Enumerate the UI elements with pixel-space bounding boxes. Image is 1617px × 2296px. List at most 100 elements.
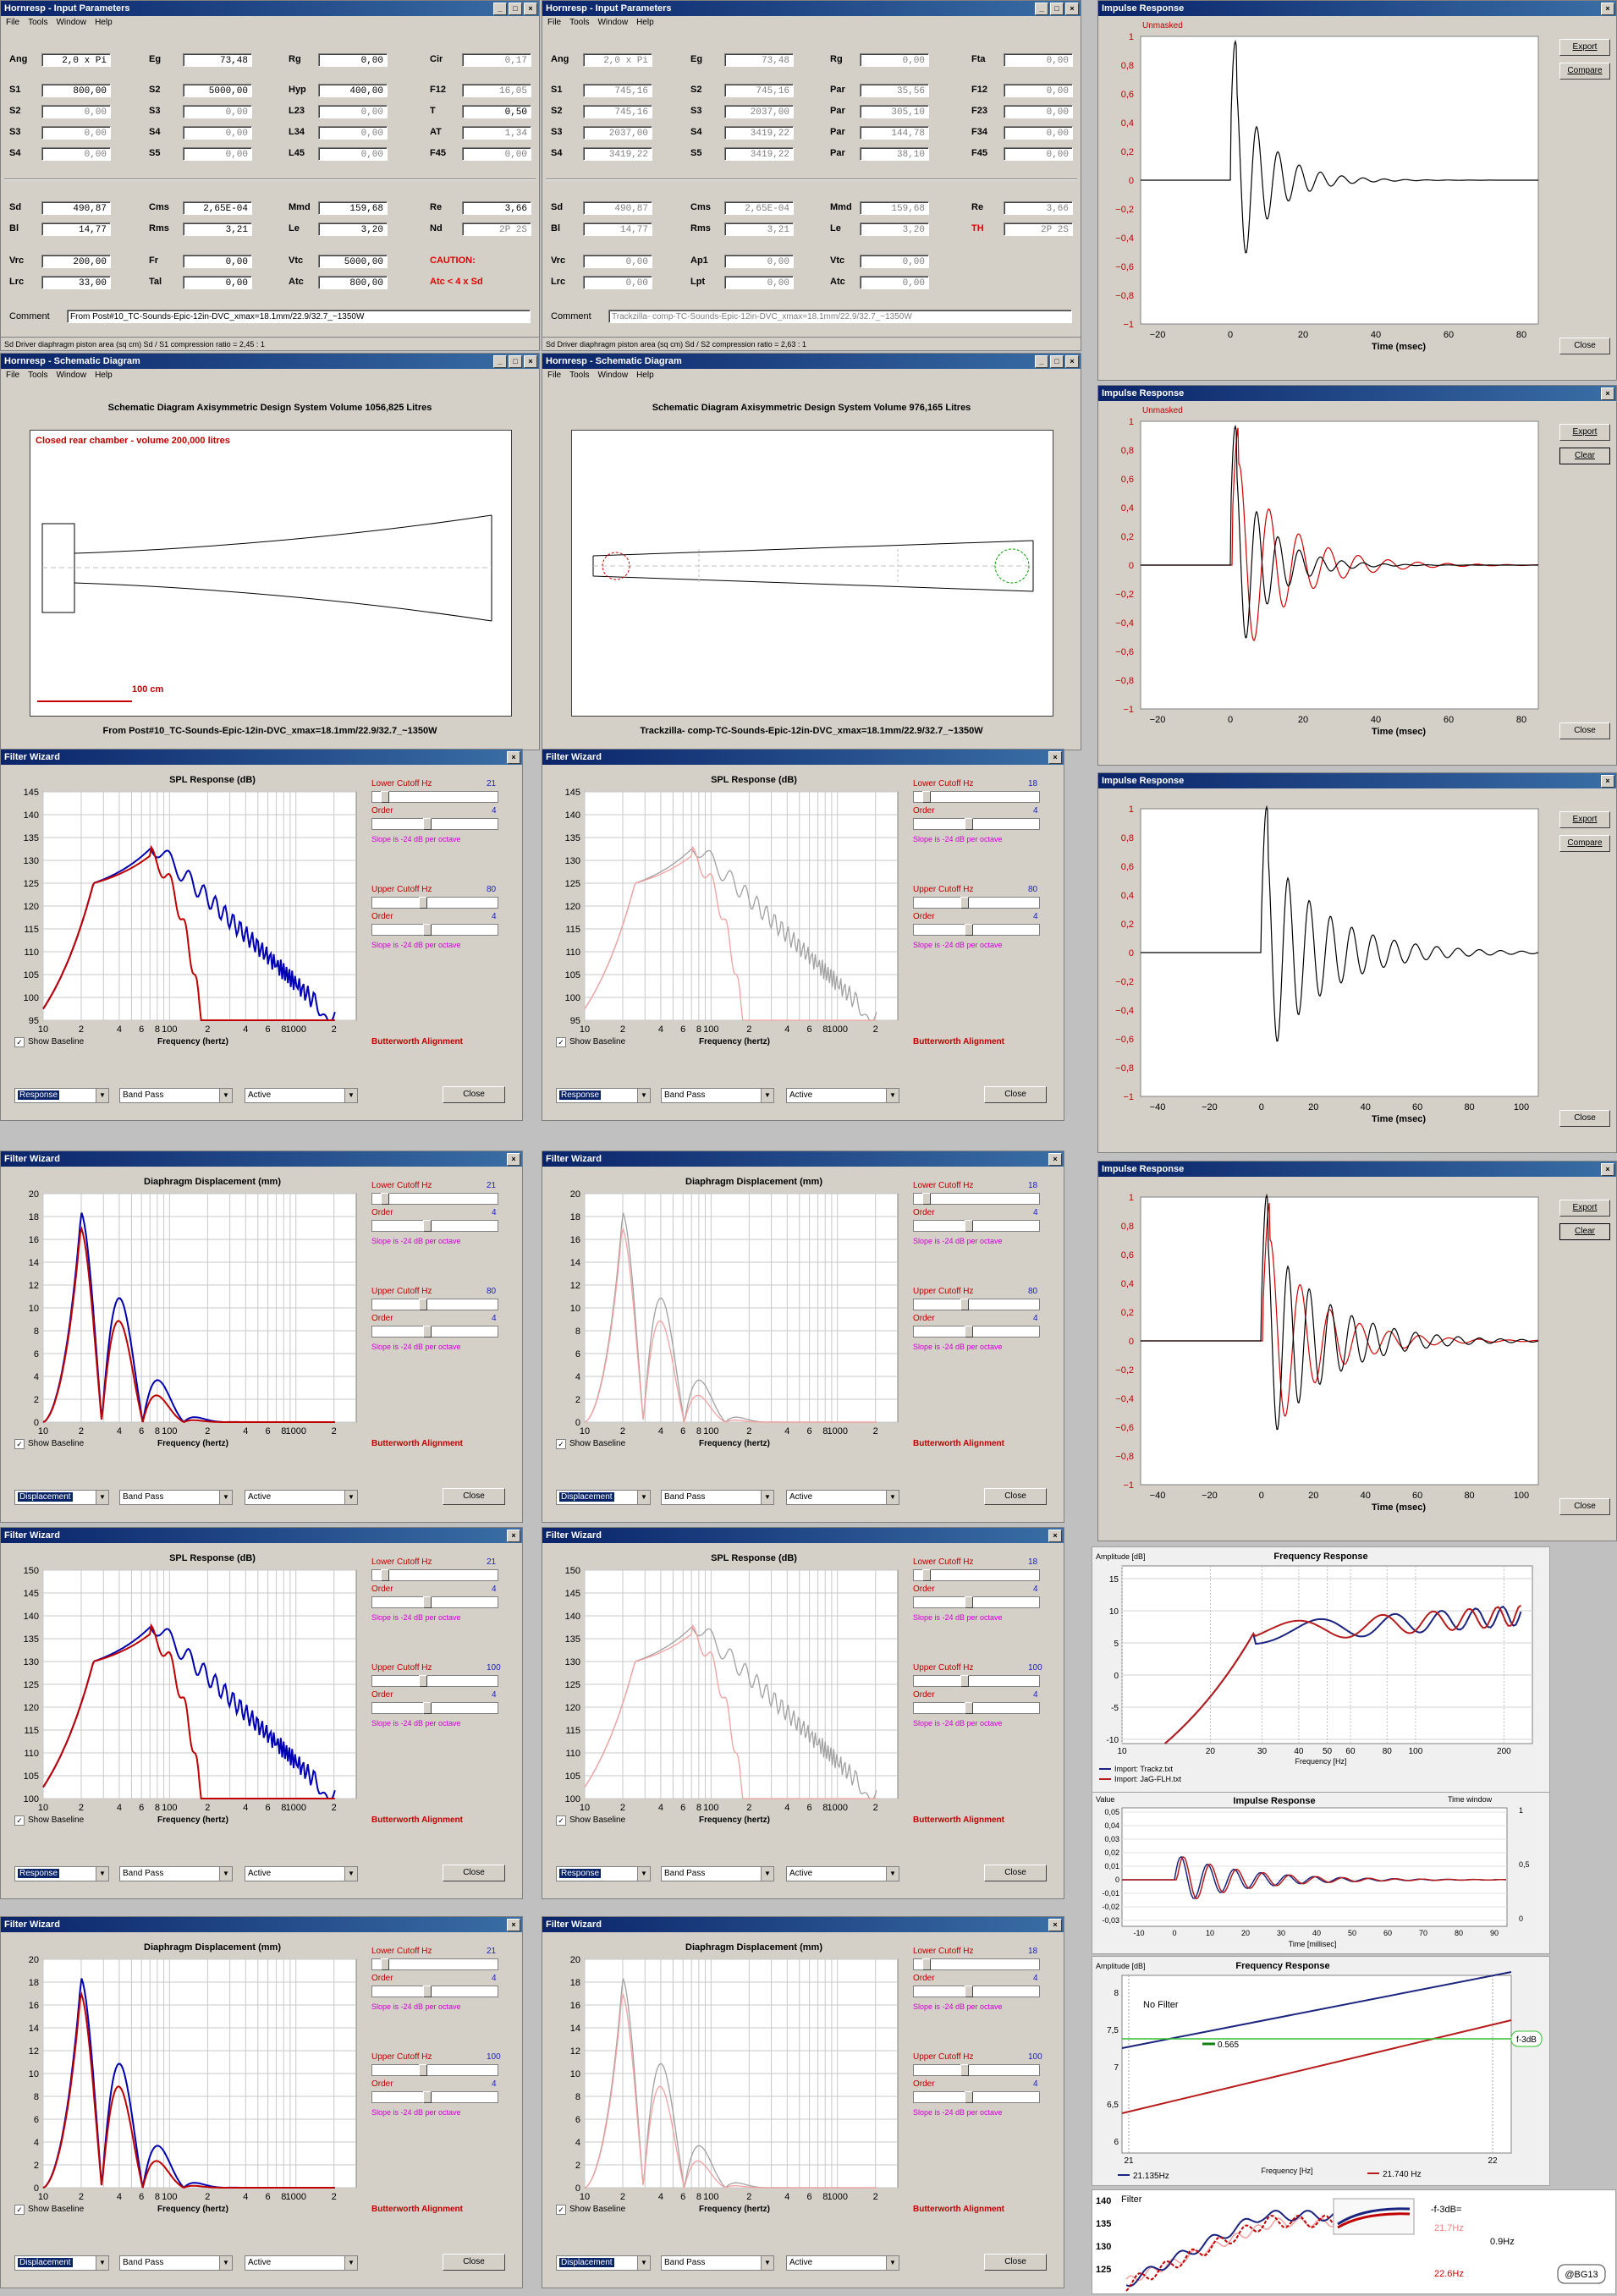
show-baseline-checkbox[interactable]: ✓ xyxy=(14,1439,25,1449)
close-button[interactable]: Close xyxy=(443,2254,505,2271)
order-slider[interactable] xyxy=(371,1702,498,1714)
chevron-down-icon[interactable]: ▼ xyxy=(637,1491,650,1504)
param-field[interactable]: 0,00 xyxy=(583,255,652,268)
chevron-down-icon[interactable]: ▼ xyxy=(344,1491,357,1504)
param-field[interactable]: 73,48 xyxy=(724,53,794,67)
clear-button[interactable]: Clear xyxy=(1559,448,1610,464)
cutoff-slider[interactable] xyxy=(913,2064,1040,2076)
close-icon[interactable]: × xyxy=(524,3,537,15)
param-field[interactable]: 0,00 xyxy=(1004,126,1073,140)
param-field[interactable]: 400,00 xyxy=(318,84,388,97)
show-baseline-checkbox[interactable]: ✓ xyxy=(556,1439,566,1449)
chevron-down-icon[interactable]: ▼ xyxy=(886,1867,899,1881)
param-field[interactable]: 0,00 xyxy=(318,126,388,140)
param-field[interactable]: 0,00 xyxy=(860,53,929,67)
comment-field[interactable]: From Post#10_TC-Sounds-Epic-12in-DVC_xma… xyxy=(67,310,531,323)
active-select[interactable]: Active ▼ xyxy=(786,1866,899,1881)
param-field[interactable]: 800,00 xyxy=(318,276,388,289)
param-field[interactable]: 3,21 xyxy=(724,222,794,236)
param-field[interactable]: 0,00 xyxy=(724,255,794,268)
slider-thumb[interactable] xyxy=(965,1220,973,1232)
slider-thumb[interactable] xyxy=(419,1299,427,1310)
slider-thumb[interactable] xyxy=(965,818,973,830)
close-icon[interactable]: × xyxy=(507,1153,520,1166)
order-slider[interactable] xyxy=(913,924,1040,936)
window-title[interactable]: Hornresp - Input Parameters _ □ × xyxy=(1,1,539,16)
slider-thumb[interactable] xyxy=(922,1958,931,1970)
menu-item-window[interactable]: Window xyxy=(56,18,87,27)
slider-thumb[interactable] xyxy=(423,1220,432,1232)
order-slider[interactable] xyxy=(913,2091,1040,2103)
close-icon[interactable]: × xyxy=(507,1530,520,1542)
show-baseline-checkbox[interactable]: ✓ xyxy=(14,2205,25,2215)
window-title[interactable]: Filter Wizard × xyxy=(1,1917,522,1932)
param-field[interactable]: 0,00 xyxy=(1004,53,1073,67)
slider-thumb[interactable] xyxy=(960,1299,969,1310)
active-select[interactable]: Active ▼ xyxy=(786,1088,899,1103)
param-field[interactable]: 73,48 xyxy=(183,53,252,67)
param-field[interactable]: 2P 2S xyxy=(462,222,531,236)
active-select[interactable]: Active ▼ xyxy=(245,2255,358,2271)
close-button[interactable]: Close xyxy=(443,1488,505,1505)
menu-item-window[interactable]: Window xyxy=(597,371,629,380)
order-slider[interactable] xyxy=(371,1326,498,1338)
window-title[interactable]: Filter Wizard × xyxy=(542,1528,1064,1543)
mode-select[interactable]: Response ▼ xyxy=(556,1866,651,1881)
filter-type-select[interactable]: Band Pass ▼ xyxy=(119,1088,233,1103)
param-field[interactable]: 0,00 xyxy=(41,126,111,140)
param-field[interactable]: 3419,22 xyxy=(583,147,652,161)
param-field[interactable]: 0,00 xyxy=(183,147,252,161)
clear-button[interactable]: Clear xyxy=(1559,1223,1610,1240)
param-field[interactable]: 0,00 xyxy=(583,276,652,289)
param-field[interactable]: 16,05 xyxy=(462,84,531,97)
param-field[interactable]: 0,00 xyxy=(318,105,388,118)
menu-item-window[interactable]: Window xyxy=(597,18,629,27)
close-icon[interactable]: × xyxy=(507,1919,520,1931)
param-field[interactable]: 14,77 xyxy=(583,222,652,236)
chevron-down-icon[interactable]: ▼ xyxy=(761,1491,773,1504)
param-field[interactable]: 2037,00 xyxy=(724,105,794,118)
chevron-down-icon[interactable]: ▼ xyxy=(219,1491,232,1504)
close-icon[interactable]: × xyxy=(1048,1919,1062,1931)
param-field[interactable]: 0,50 xyxy=(462,105,531,118)
chevron-down-icon[interactable]: ▼ xyxy=(219,2256,232,2270)
mode-select[interactable]: Response ▼ xyxy=(14,1088,109,1103)
chevron-down-icon[interactable]: ▼ xyxy=(96,1491,108,1504)
maximize-icon[interactable]: □ xyxy=(509,3,522,15)
param-field[interactable]: 200,00 xyxy=(41,255,111,268)
maximize-icon[interactable]: □ xyxy=(509,355,522,368)
menu-item-tools[interactable]: Tools xyxy=(28,371,48,380)
show-baseline-checkbox[interactable]: ✓ xyxy=(556,2205,566,2215)
param-field[interactable]: 490,87 xyxy=(41,201,111,215)
export-button[interactable]: Export xyxy=(1559,39,1610,56)
slider-thumb[interactable] xyxy=(965,1702,973,1714)
param-field[interactable]: 33,00 xyxy=(41,276,111,289)
order-slider[interactable] xyxy=(913,1986,1040,1997)
param-field[interactable]: 0,00 xyxy=(462,147,531,161)
slider-thumb[interactable] xyxy=(381,1958,389,1970)
maximize-icon[interactable]: □ xyxy=(1050,3,1064,15)
mode-select[interactable]: Response ▼ xyxy=(14,1866,109,1881)
close-icon[interactable]: × xyxy=(524,355,537,368)
param-field[interactable]: 35,56 xyxy=(860,84,929,97)
close-button[interactable]: Close xyxy=(1559,338,1610,354)
chevron-down-icon[interactable]: ▼ xyxy=(219,1867,232,1881)
param-field[interactable]: 1,34 xyxy=(462,126,531,140)
order-slider[interactable] xyxy=(371,1986,498,1997)
chevron-down-icon[interactable]: ▼ xyxy=(344,1867,357,1881)
close-icon[interactable]: × xyxy=(1048,1153,1062,1166)
chevron-down-icon[interactable]: ▼ xyxy=(637,2256,650,2270)
menu-item-file[interactable]: File xyxy=(6,18,20,27)
close-button[interactable]: Close xyxy=(1559,1498,1610,1515)
filter-type-select[interactable]: Band Pass ▼ xyxy=(661,2255,774,2271)
chevron-down-icon[interactable]: ▼ xyxy=(761,1089,773,1102)
close-button[interactable]: Close xyxy=(1559,722,1610,739)
cutoff-slider[interactable] xyxy=(371,1299,498,1310)
order-slider[interactable] xyxy=(371,818,498,830)
slider-thumb[interactable] xyxy=(423,1596,432,1608)
menu-item-help[interactable]: Help xyxy=(95,18,113,27)
mode-select[interactable]: Displacement ▼ xyxy=(556,1490,651,1505)
chevron-down-icon[interactable]: ▼ xyxy=(219,1089,232,1102)
active-select[interactable]: Active ▼ xyxy=(786,2255,899,2271)
window-title[interactable]: Filter Wizard × xyxy=(1,1528,522,1543)
